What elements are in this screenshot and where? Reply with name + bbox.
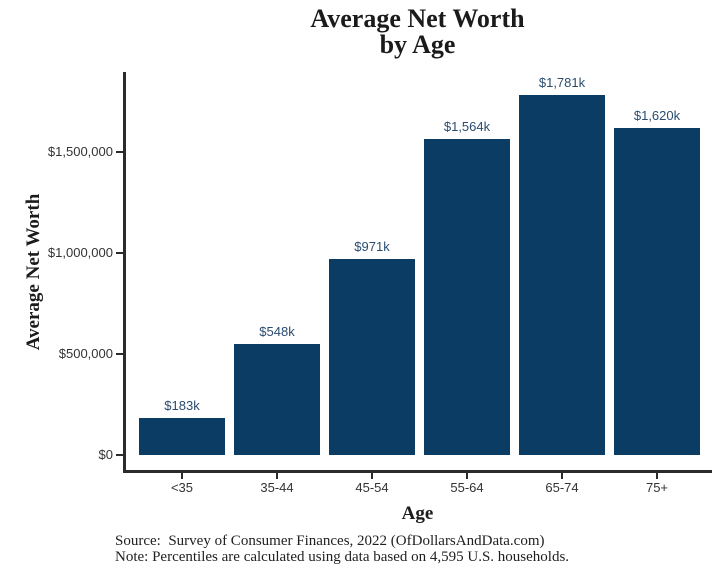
x-tick-label: 35-44 xyxy=(260,480,294,495)
y-tick-label: $500,000 xyxy=(58,346,113,361)
bar xyxy=(329,259,415,455)
x-axis-line xyxy=(123,470,712,473)
x-tick-label: <35 xyxy=(170,480,194,495)
x-tick-label: 65-74 xyxy=(545,480,579,495)
bar-value-label: $971k xyxy=(354,239,390,254)
y-tick-label: $0 xyxy=(98,447,113,462)
x-tick-mark xyxy=(371,473,373,479)
x-tick-mark xyxy=(276,473,278,479)
y-tick-mark xyxy=(116,454,123,456)
bar-value-label: $1,781k xyxy=(538,75,586,90)
x-tick-mark xyxy=(181,473,183,479)
y-tick-mark xyxy=(116,252,123,254)
footer: Source: Survey of Consumer Finances, 202… xyxy=(115,533,705,565)
y-axis-title: Average Net Worth xyxy=(23,193,44,351)
y-tick-label: $1,000,000 xyxy=(47,245,113,260)
bar xyxy=(614,128,700,455)
y-axis-line xyxy=(123,72,126,473)
bar xyxy=(424,139,510,455)
bar-value-label: $1,564k xyxy=(443,119,491,134)
bar xyxy=(519,95,605,455)
x-tick-label: 75+ xyxy=(645,480,669,495)
footer-note: Note: Percentiles are calculated using d… xyxy=(115,549,570,565)
chart-title-line1: Average Net Worth xyxy=(310,4,525,33)
bar xyxy=(139,418,225,455)
bar-value-label: $548k xyxy=(259,324,295,339)
bar xyxy=(234,344,320,455)
chart-title: Average Net Worth by Age xyxy=(123,6,712,58)
x-tick-mark xyxy=(561,473,563,479)
x-tick-mark xyxy=(466,473,468,479)
x-tick-label: 45-54 xyxy=(355,480,389,495)
y-tick-label: $1,500,000 xyxy=(47,144,113,159)
y-tick-mark xyxy=(116,353,123,355)
bar-value-label: $1,620k xyxy=(633,108,681,123)
y-tick-mark xyxy=(116,151,123,153)
x-tick-label: 55-64 xyxy=(450,480,484,495)
x-tick-mark xyxy=(656,473,658,479)
x-axis-title: Age xyxy=(401,503,434,524)
bar-value-label: $183k xyxy=(164,398,200,413)
chart-title-line2: by Age xyxy=(379,30,456,59)
footer-source: Source: Survey of Consumer Finances, 202… xyxy=(115,533,545,549)
